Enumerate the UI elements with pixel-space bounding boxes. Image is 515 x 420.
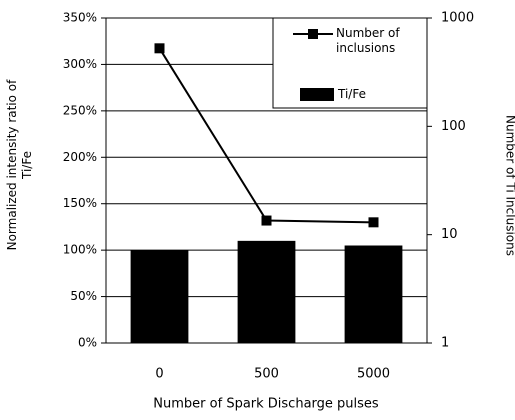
- y-tick-label: 200%: [63, 150, 97, 164]
- x-tick-label: 500: [254, 367, 279, 382]
- y2-tick-label: 1000: [441, 11, 474, 26]
- y2-axis-label: Number of Ti Inclusions: [503, 115, 515, 256]
- legend-label: Number of inclusions: [336, 26, 400, 55]
- bar: [344, 245, 403, 343]
- y-tick-label: 300%: [63, 57, 97, 71]
- legend-marker: [308, 29, 318, 39]
- x-tick-label: 5000: [357, 367, 390, 382]
- y-tick-label: 250%: [63, 103, 97, 117]
- legend-label: Ti/Fe: [338, 87, 366, 101]
- y2-tick-label: 100: [441, 119, 466, 134]
- y-axis-label: Normalized intensity ratio of Ti/Fe: [5, 79, 34, 251]
- y-tick-label: 350%: [63, 11, 97, 25]
- marker: [261, 215, 272, 226]
- legend-swatch: [300, 88, 334, 101]
- bar: [237, 240, 296, 343]
- x-tick-label: 0: [155, 367, 163, 382]
- bar: [130, 250, 189, 343]
- y2-tick-label: 10: [441, 227, 458, 242]
- y-tick-label: 50%: [70, 289, 97, 303]
- x-axis-label: Number of Spark Discharge pulses: [153, 397, 379, 412]
- y-tick-label: 150%: [63, 196, 97, 210]
- marker: [368, 217, 379, 228]
- y-tick-label: 0%: [78, 336, 97, 350]
- marker: [154, 43, 165, 54]
- y-tick-label: 100%: [63, 243, 97, 257]
- legend-box: [272, 17, 428, 109]
- y2-tick-label: 1: [441, 336, 449, 351]
